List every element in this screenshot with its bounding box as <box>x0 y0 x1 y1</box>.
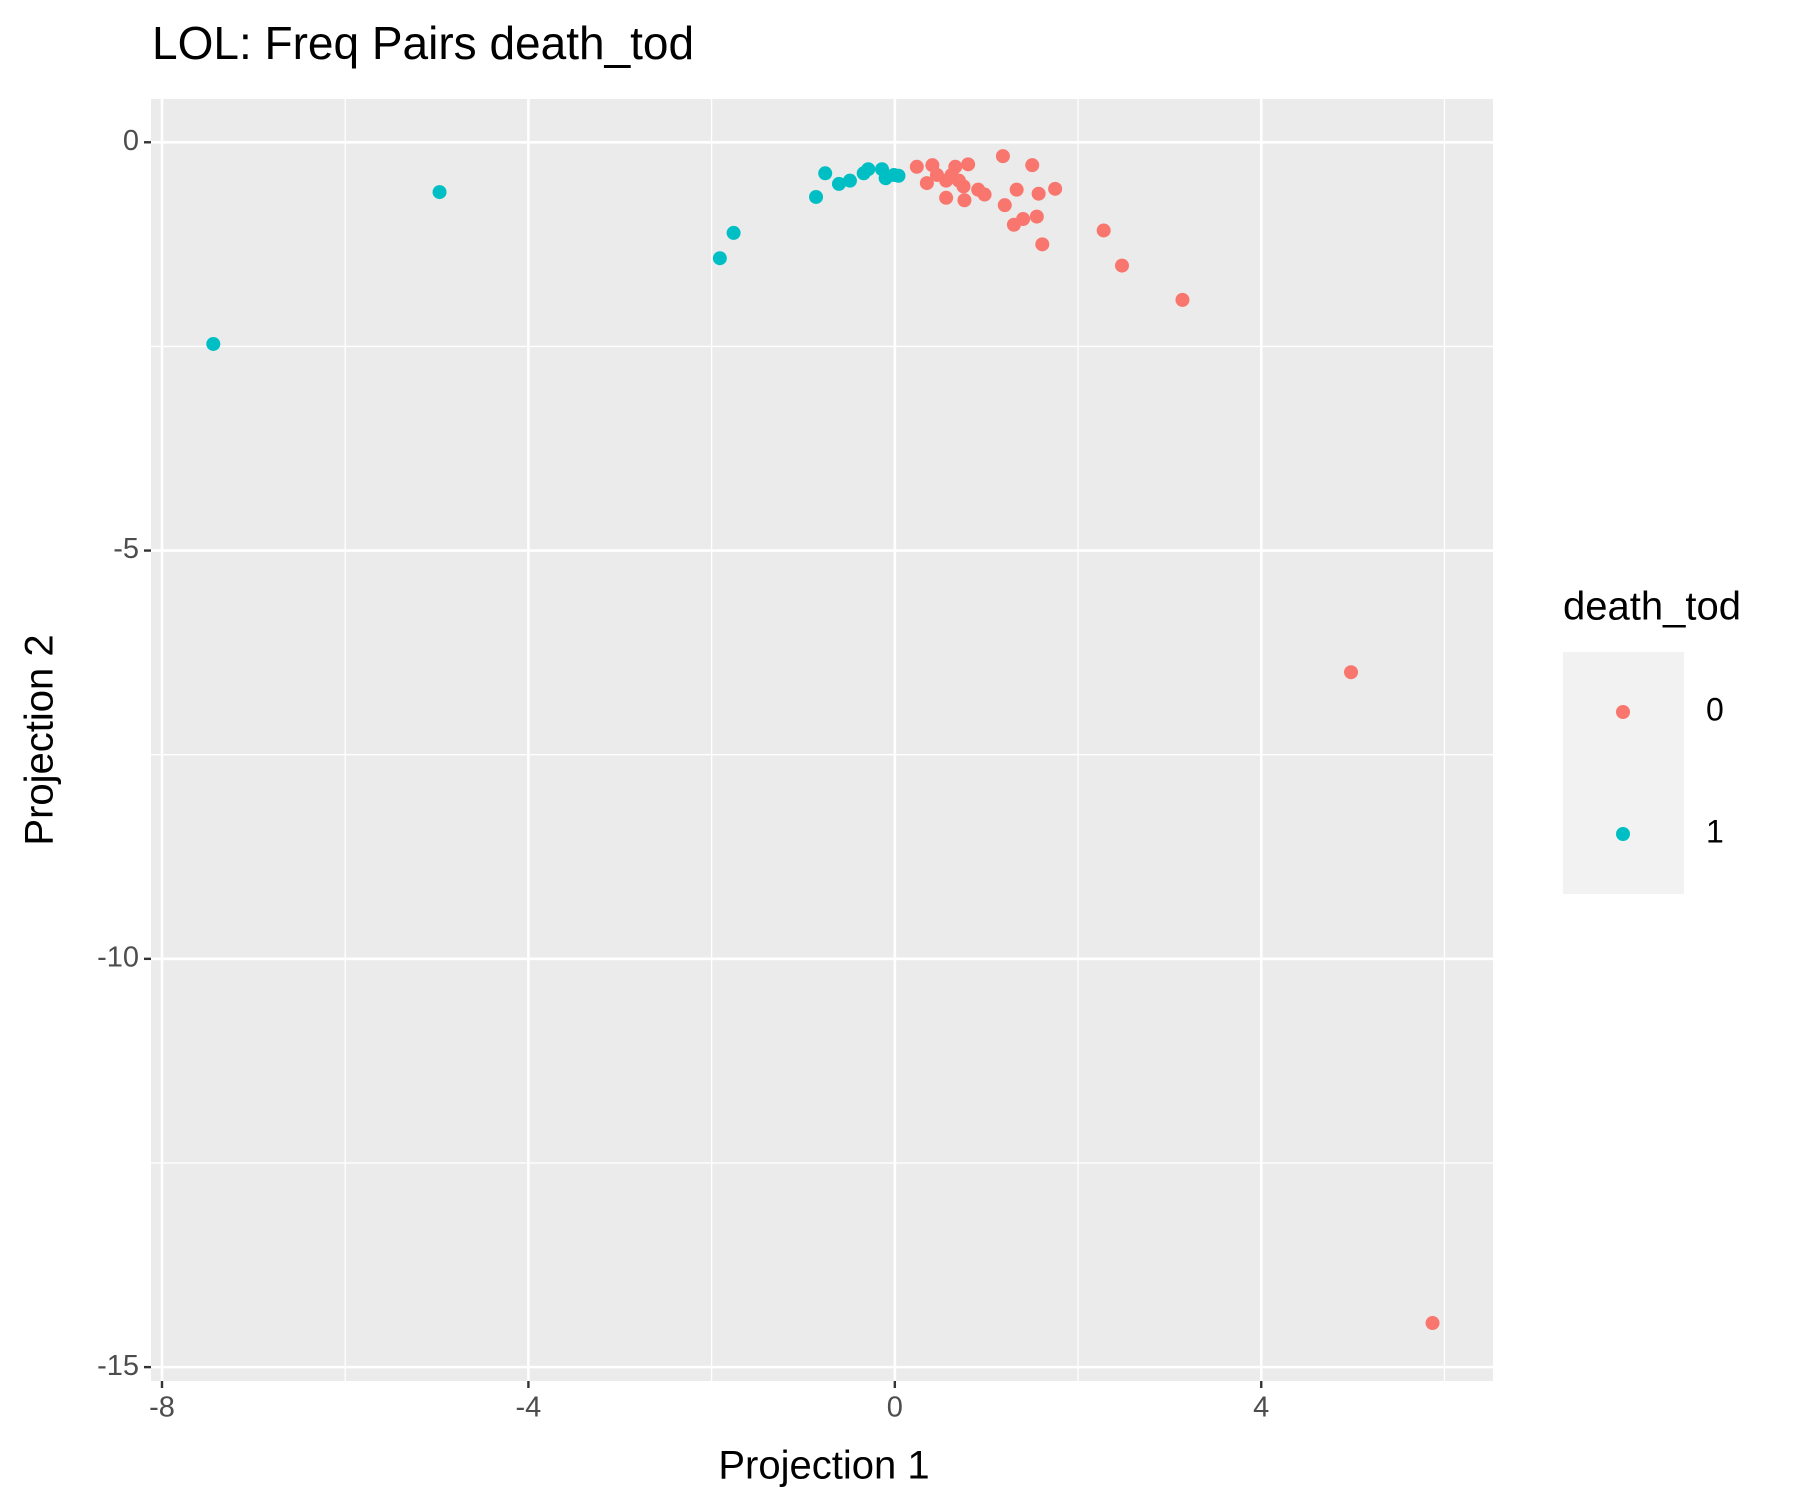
point <box>997 198 1012 213</box>
point <box>1096 223 1111 238</box>
x-tick-label: 0 <box>887 1392 903 1424</box>
point <box>1035 237 1050 252</box>
point <box>206 336 221 351</box>
chart-title: LOL: Freq Pairs death_tod <box>152 17 694 69</box>
y-axis-title: Projection 2 <box>18 634 62 845</box>
point <box>818 166 833 181</box>
point <box>842 173 857 188</box>
y-tick-label: -10 <box>97 941 139 973</box>
point <box>1006 217 1021 232</box>
point <box>809 189 824 204</box>
x-tick-label: 4 <box>1253 1392 1269 1424</box>
legend-title: death_tod <box>1563 585 1741 629</box>
point <box>939 190 954 205</box>
legend-marker <box>1616 827 1630 841</box>
x-axis-title: Projection 1 <box>718 1444 929 1488</box>
point <box>1029 209 1044 224</box>
point <box>1025 158 1040 173</box>
point <box>1115 258 1130 273</box>
point <box>957 193 972 208</box>
point <box>861 162 876 177</box>
y-tick-label: 0 <box>123 125 139 157</box>
point <box>1425 1316 1440 1331</box>
point <box>891 168 906 183</box>
legend-marker <box>1616 705 1630 719</box>
legend-label: 1 <box>1706 813 1724 849</box>
point <box>995 149 1010 164</box>
point <box>712 251 727 266</box>
point <box>726 225 741 240</box>
legend-label: 0 <box>1706 691 1724 727</box>
legend-key-box <box>1563 652 1684 894</box>
point <box>1009 182 1024 197</box>
x-tick-label: -4 <box>516 1392 542 1424</box>
point <box>909 159 924 174</box>
point <box>831 176 846 191</box>
point <box>1031 186 1046 201</box>
point <box>919 176 934 191</box>
x-tick-label: -8 <box>149 1392 175 1424</box>
plot-panel <box>151 99 1493 1381</box>
point <box>1048 181 1063 196</box>
y-tick-label: -5 <box>113 533 139 565</box>
point <box>1344 665 1359 680</box>
y-tick-label: -15 <box>97 1350 139 1382</box>
point <box>432 185 447 200</box>
point <box>951 173 966 188</box>
point <box>961 157 976 172</box>
point <box>1175 292 1190 307</box>
point <box>971 182 986 197</box>
